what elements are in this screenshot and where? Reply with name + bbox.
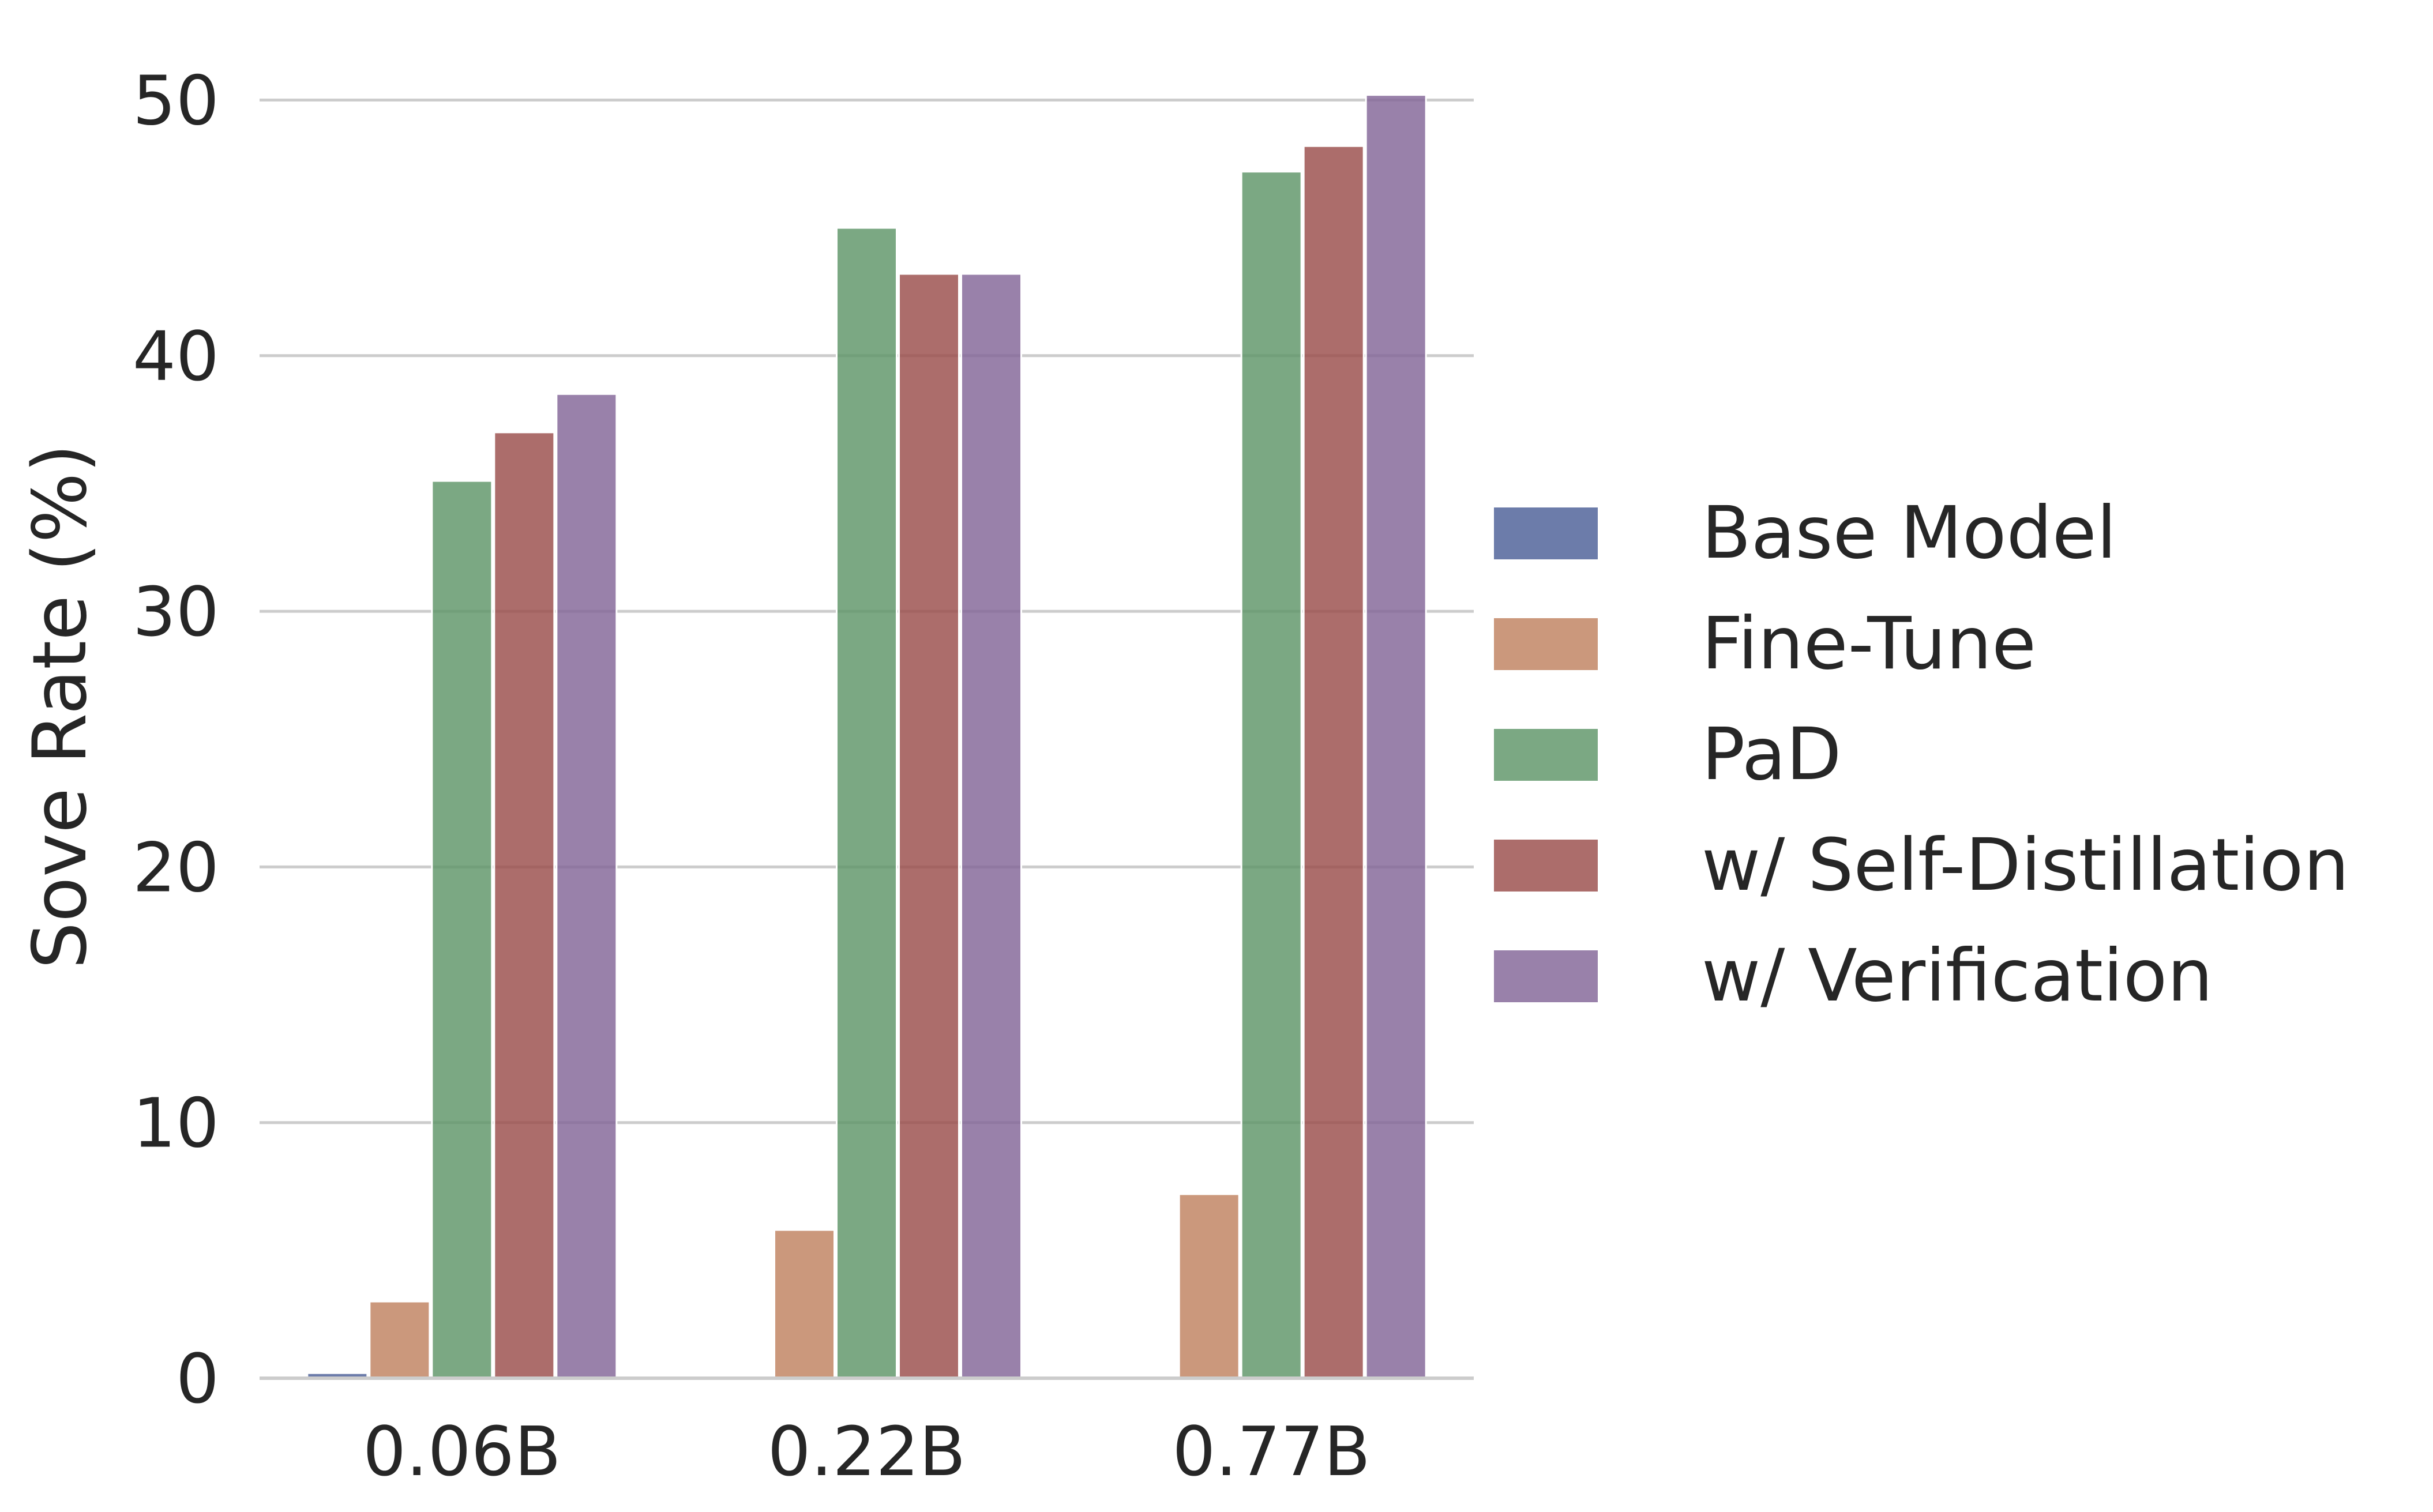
y-axis-label: Sove Rate (%): [17, 444, 103, 969]
bar-pad-0.77B: [1240, 171, 1302, 1379]
legend-swatch: [1494, 507, 1598, 559]
legend-label: w/ Verification: [1702, 934, 2213, 1018]
legend-label: PaD: [1702, 713, 1842, 796]
y-tick-label: 30: [133, 572, 219, 652]
bar-fine-tune-0.22B: [774, 1229, 835, 1379]
bar-w-verification-0.77B: [1365, 94, 1427, 1379]
y-tick-label: 50: [133, 61, 219, 141]
bar-fine-tune-0.06B: [369, 1300, 431, 1379]
y-tick-label: 40: [133, 317, 219, 396]
legend-label: Base Model: [1702, 491, 2116, 575]
legend-label: w/ Self-Distillation: [1702, 823, 2349, 907]
y-tick-label: 20: [133, 828, 219, 907]
bar-pad-0.22B: [836, 227, 898, 1379]
bar-w-verification-0.06B: [555, 393, 618, 1379]
legend-swatch: [1494, 618, 1598, 670]
bar-fine-tune-0.77B: [1178, 1193, 1240, 1379]
bar-pad-0.06B: [431, 480, 493, 1379]
y-tick-label: 0: [176, 1339, 219, 1419]
legend-swatch: [1494, 950, 1598, 1002]
x-tick-label: 0.77B: [1172, 1412, 1371, 1491]
bar-w-verification-0.22B: [960, 273, 1022, 1379]
x-tick-label: 0.22B: [768, 1412, 966, 1491]
legend-swatch: [1494, 729, 1598, 781]
bar-w-self-distillation-0.06B: [493, 431, 555, 1379]
legend-swatch: [1494, 840, 1598, 892]
legend: Base Model Fine-Tune PaD w/ Self-Distillati…: [1494, 491, 2349, 1018]
x-tick-label: 0.06B: [363, 1412, 561, 1491]
y-tick-label: 10: [133, 1084, 219, 1163]
bar-w-self-distillation-0.77B: [1302, 145, 1365, 1379]
bar-w-self-distillation-0.22B: [898, 273, 960, 1379]
axes: 0 10 20 30 40 50 0.06B 0.22B 0.77B: [133, 61, 1474, 1491]
legend-label: Fine-Tune: [1702, 602, 2036, 686]
bars: [306, 94, 1427, 1379]
